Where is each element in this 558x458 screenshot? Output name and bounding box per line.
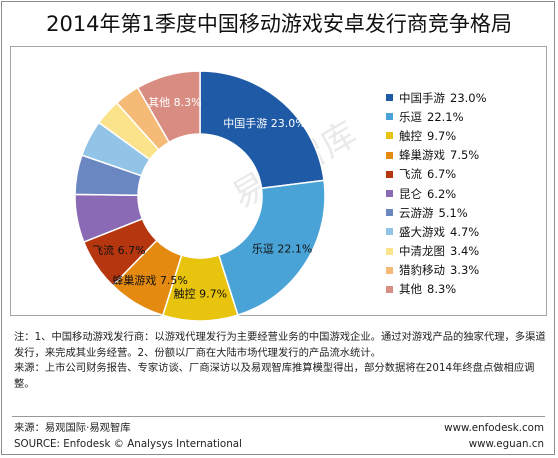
donut-slice-1 bbox=[217, 179, 326, 317]
footer-divider bbox=[12, 416, 545, 417]
source-cn: 来源：易观国际·易观智库 bbox=[14, 422, 131, 434]
footnote-source: 来源：上市公司财务报告、专家访谈、厂商深访以及易观智库推算模型得出，部分数据将在… bbox=[14, 362, 535, 390]
legend-swatch bbox=[386, 285, 393, 293]
legend-item: 云游游 5.1% bbox=[386, 203, 487, 222]
legend-item: 盛大游戏 4.7% bbox=[386, 222, 487, 241]
legend-value: 23.0% bbox=[450, 90, 487, 105]
slice-label-2: 触控 9.7% bbox=[174, 286, 227, 300]
legend-value: 9.7% bbox=[427, 128, 457, 143]
chart-area-border bbox=[10, 46, 547, 316]
legend-label: 中清龙图 bbox=[399, 244, 445, 259]
donut-slice-10 bbox=[136, 70, 201, 144]
legend-swatch bbox=[386, 94, 393, 102]
legend-item: 猎豹移动 3.3% bbox=[386, 261, 487, 280]
source-en: SOURCE: Enfodesk © Analysys Internationa… bbox=[14, 438, 242, 450]
source-right: www.enfodesk.com www.eguan.cn bbox=[444, 420, 544, 452]
chart-legend: 中国手游 23.0% 乐逗 22.1% 触控 9.7% 蜂巢游戏 7.5% 飞流 6.7% 昆仑 6.… bbox=[386, 88, 487, 299]
legend-swatch bbox=[386, 190, 393, 198]
legend-label: 盛大游戏 bbox=[399, 224, 445, 239]
legend-swatch bbox=[386, 170, 393, 178]
legend-swatch bbox=[386, 209, 393, 217]
source-url-enfodesk: www.enfodesk.com bbox=[444, 422, 544, 434]
source-left: 来源：易观国际·易观智库 SOURCE: Enfodesk © Analysys… bbox=[14, 420, 242, 452]
slice-label-0: 中国手游 23.0% bbox=[223, 116, 305, 130]
footnote-definition: 注：1、中国移动游戏发行商：以游戏代理发行为主要经营业务的中国游戏企业。通过对游… bbox=[14, 331, 546, 359]
legend-label: 蜂巢游戏 bbox=[399, 148, 445, 163]
legend-item: 中国手游 23.0% bbox=[386, 88, 487, 107]
legend-swatch bbox=[386, 247, 393, 255]
legend-value: 22.1% bbox=[427, 109, 464, 124]
legend-item: 飞流 6.7% bbox=[386, 165, 487, 184]
legend-item: 乐逗 22.1% bbox=[386, 107, 487, 126]
donut-slice-0 bbox=[199, 70, 325, 190]
legend-label: 触控 bbox=[399, 128, 422, 143]
legend-label: 乐逗 bbox=[399, 109, 422, 124]
legend-value: 7.5% bbox=[450, 148, 480, 163]
legend-label: 其他 bbox=[399, 282, 422, 297]
legend-swatch bbox=[386, 151, 393, 159]
legend-label: 昆仑 bbox=[399, 186, 422, 201]
slice-label-4: 飞流 6.7% bbox=[92, 243, 145, 257]
legend-swatch bbox=[386, 228, 393, 236]
legend-value: 6.7% bbox=[427, 167, 457, 182]
legend-item: 昆仑 6.2% bbox=[386, 184, 487, 203]
legend-swatch bbox=[386, 113, 393, 121]
slice-label-3: 蜂巢游戏 7.5% bbox=[112, 273, 187, 287]
legend-value: 3.4% bbox=[450, 244, 480, 259]
legend-swatch bbox=[386, 132, 393, 140]
legend-value: 8.3% bbox=[427, 282, 457, 297]
donut-chart: 易观智库 中国手游 23.0%乐逗 22.1%触控 9.7%蜂巢游戏 7.5%飞… bbox=[74, 70, 363, 322]
footnote: 注：1、中国移动游戏发行商：以游戏代理发行为主要经营业务的中国游戏企业。通过对游… bbox=[14, 330, 548, 392]
legend-value: 4.7% bbox=[450, 224, 480, 239]
legend-value: 3.3% bbox=[450, 263, 480, 278]
legend-label: 飞流 bbox=[399, 167, 422, 182]
legend-swatch bbox=[386, 266, 393, 274]
legend-label: 中国手游 bbox=[399, 90, 445, 105]
legend-value: 5.1% bbox=[438, 205, 468, 220]
source-url-eguan: www.eguan.cn bbox=[468, 438, 544, 450]
legend-item: 中清龙图 3.4% bbox=[386, 242, 487, 261]
slice-label-1: 乐逗 22.1% bbox=[252, 243, 312, 256]
legend-label: 猎豹移动 bbox=[399, 263, 445, 278]
legend-item: 其他 8.3% bbox=[386, 280, 487, 299]
legend-label: 云游游 bbox=[399, 205, 434, 220]
chart-title: 2014年第1季度中国移动游戏安卓发行商竞争格局 bbox=[46, 12, 512, 36]
legend-item: 触控 9.7% bbox=[386, 126, 487, 145]
slice-label-10: 其他 8.3% bbox=[148, 96, 201, 109]
legend-item: 蜂巢游戏 7.5% bbox=[386, 146, 487, 165]
legend-value: 6.2% bbox=[427, 186, 457, 201]
